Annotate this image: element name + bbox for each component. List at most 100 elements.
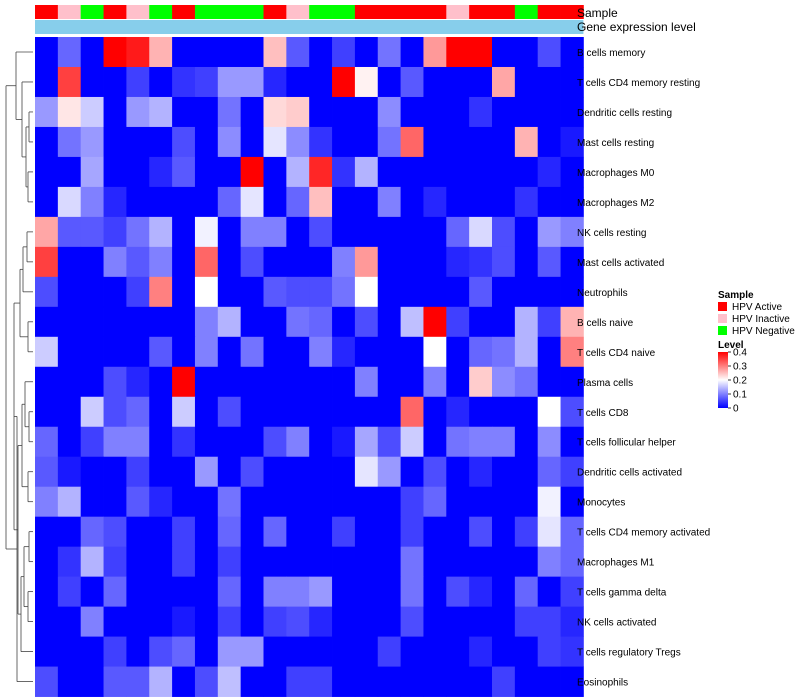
heatmap-cell bbox=[492, 396, 516, 428]
heatmap-cell bbox=[514, 426, 539, 458]
heatmap-cell bbox=[560, 576, 584, 608]
heatmap-cell bbox=[35, 96, 59, 128]
heatmap-cell bbox=[103, 456, 127, 488]
heatmap-cell bbox=[514, 486, 539, 518]
row-label: T cells CD4 memory activated bbox=[577, 528, 710, 539]
row-labels: B cells memory T cells CD4 memory resting… bbox=[577, 48, 710, 689]
heatmap-cell bbox=[263, 426, 287, 458]
heatmap-cell bbox=[309, 606, 333, 637]
heatmap-cell bbox=[217, 156, 242, 188]
heatmap-cell bbox=[286, 396, 310, 428]
heatmap-cell bbox=[194, 426, 219, 458]
heatmap-cell bbox=[446, 426, 470, 458]
heatmap-cell bbox=[492, 186, 516, 218]
heatmap-cell bbox=[537, 456, 561, 488]
heatmap-cell bbox=[354, 516, 379, 548]
heatmap-cell bbox=[514, 37, 539, 68]
heatmap-cell bbox=[263, 37, 287, 68]
heatmap-cell bbox=[492, 486, 516, 518]
heatmap-cell bbox=[514, 576, 539, 608]
heatmap-cell bbox=[537, 246, 561, 278]
heatmap-cell bbox=[560, 66, 584, 98]
heatmap-cell bbox=[80, 576, 104, 608]
heatmap-cell bbox=[126, 396, 150, 428]
heatmap-cell bbox=[560, 336, 584, 368]
heatmap-cell bbox=[469, 516, 493, 548]
heatmap-cell bbox=[80, 516, 104, 548]
sample-annotation-cell bbox=[103, 5, 127, 19]
heatmap-cell bbox=[560, 37, 584, 68]
legend-level-title: Level bbox=[718, 340, 744, 351]
heatmap-cell bbox=[126, 276, 150, 308]
heatmap-cell bbox=[560, 246, 584, 278]
heatmap-cell bbox=[35, 546, 59, 578]
heatmap-cell bbox=[149, 37, 173, 68]
heatmap-cell bbox=[263, 216, 287, 248]
heatmap-cell bbox=[35, 486, 59, 518]
heatmap-cell bbox=[103, 366, 127, 398]
heatmap-cell bbox=[217, 486, 242, 518]
heatmap-cell bbox=[469, 96, 493, 128]
heatmap-cell bbox=[560, 636, 584, 667]
legend-swatch bbox=[718, 326, 727, 335]
heatmap-cell bbox=[263, 636, 287, 667]
heatmap-cell bbox=[446, 576, 470, 608]
heatmap-cell bbox=[103, 186, 127, 218]
gene-annotation-label: Gene expression level bbox=[577, 20, 696, 34]
heatmap-cell bbox=[332, 546, 356, 578]
heatmap-cell bbox=[263, 486, 287, 518]
heatmap-cell bbox=[149, 366, 173, 398]
heatmap-cell bbox=[354, 666, 379, 697]
heatmap-cell bbox=[332, 456, 356, 488]
heatmap-cell bbox=[149, 156, 173, 188]
legend-level-tick-label: 0.1 bbox=[733, 390, 747, 401]
heatmap-cell bbox=[57, 336, 82, 368]
heatmap-cell bbox=[332, 37, 356, 68]
heatmap-cell bbox=[217, 336, 242, 368]
heatmap-cell bbox=[126, 306, 150, 338]
heatmap-cell bbox=[286, 456, 310, 488]
heatmap-cell bbox=[57, 486, 82, 518]
heatmap-cell bbox=[469, 276, 493, 308]
heatmap-cell bbox=[560, 186, 584, 218]
heatmap-cell bbox=[400, 336, 424, 368]
heatmap-cell bbox=[332, 306, 356, 338]
heatmap-cell bbox=[80, 216, 104, 248]
heatmap-cell bbox=[560, 546, 584, 578]
heatmap-cell bbox=[103, 426, 127, 458]
heatmap-cell bbox=[354, 306, 379, 338]
row-label: Neutrophils bbox=[577, 288, 628, 299]
heatmap-cell bbox=[263, 516, 287, 548]
heatmap-cell bbox=[354, 246, 379, 278]
heatmap-cell bbox=[240, 576, 264, 608]
legend-sample-title: Sample bbox=[718, 290, 754, 301]
heatmap-cell bbox=[492, 426, 516, 458]
heatmap-cell bbox=[240, 126, 264, 158]
heatmap-cell bbox=[332, 216, 356, 248]
heatmap-cell bbox=[377, 96, 401, 128]
heatmap-cell bbox=[469, 456, 493, 488]
heatmap-cell bbox=[446, 396, 470, 428]
heatmap-cell bbox=[332, 576, 356, 608]
heatmap-cell bbox=[240, 156, 264, 188]
heatmap-cell bbox=[377, 336, 401, 368]
sample-annotation-cell bbox=[80, 5, 104, 19]
heatmap-cell bbox=[332, 186, 356, 218]
heatmap-cell bbox=[80, 306, 104, 338]
heatmap-cell bbox=[103, 37, 127, 68]
heatmap-cell bbox=[103, 276, 127, 308]
heatmap-cell bbox=[377, 366, 401, 398]
heatmap-cell bbox=[423, 276, 447, 308]
heatmap-cell bbox=[286, 66, 310, 98]
heatmap-cell bbox=[126, 216, 150, 248]
heatmap-cell bbox=[332, 366, 356, 398]
heatmap-cell bbox=[57, 576, 82, 608]
heatmap-cell bbox=[377, 546, 401, 578]
heatmap-cell bbox=[514, 636, 539, 667]
heatmap-cell bbox=[560, 156, 584, 188]
heatmap-cell bbox=[514, 396, 539, 428]
heatmap-cell bbox=[35, 636, 59, 667]
heatmap-cell bbox=[126, 366, 150, 398]
heatmap-cell bbox=[469, 666, 493, 697]
gene-annotation-cell bbox=[35, 20, 584, 34]
